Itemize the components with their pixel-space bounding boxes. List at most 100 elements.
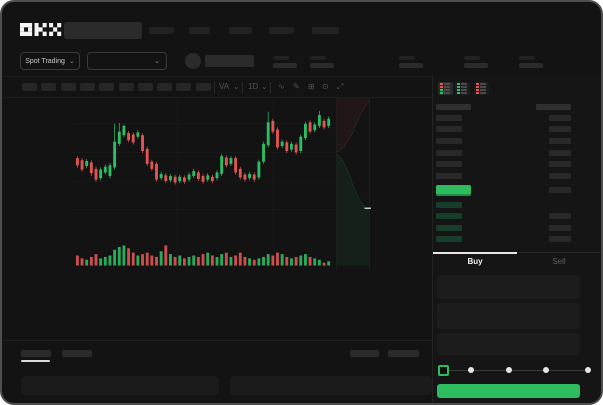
ticker-stat-label [399, 56, 415, 60]
nav-item-placeholder[interactable] [312, 27, 339, 34]
order-input-placeholder[interactable] [437, 275, 580, 299]
ask-amount-placeholder[interactable] [549, 187, 571, 193]
market-type-label: Spot Trading [25, 57, 65, 65]
chart-gridlines [73, 99, 337, 266]
interval-dropdown-label[interactable]: 1D [248, 82, 259, 91]
chevron-down-icon: ⌄ [154, 57, 160, 65]
ticker-stat-value [464, 63, 488, 68]
chevron-down-icon[interactable]: ⌄ [233, 82, 240, 91]
active-tab-underline [21, 360, 50, 362]
price-chart[interactable] [2, 98, 432, 340]
timeframe-button[interactable] [41, 83, 57, 91]
bid-price-placeholder[interactable] [436, 225, 462, 231]
slider-step-dot[interactable] [542, 367, 549, 373]
history-action-placeholder[interactable] [350, 350, 379, 357]
book-bids-icon[interactable] [455, 82, 470, 95]
wave-icon[interactable]: ∿ [278, 82, 285, 91]
ask-price-placeholder[interactable] [436, 126, 462, 132]
current-price-marker [364, 207, 371, 209]
nav-item-placeholder[interactable] [229, 27, 252, 34]
ask-price-placeholder[interactable] [436, 115, 462, 121]
timeframe-button[interactable] [118, 83, 134, 91]
draw-icon[interactable]: ✎ [293, 82, 300, 91]
book-combined-icon[interactable] [438, 82, 453, 95]
ticker-stat-value [273, 63, 297, 68]
nav-item-placeholder[interactable] [269, 27, 294, 34]
ticker-stat-label [464, 56, 480, 60]
toolbar-divider [270, 82, 271, 93]
chart-toolbar: VA ⌄ 1D ⌄ ∿ ✎ ⊞ ⊙ ⤢ [2, 76, 432, 98]
book-asks-icon[interactable] [474, 82, 489, 95]
timeframe-button[interactable] [176, 83, 192, 91]
bid-amount-placeholder[interactable] [549, 225, 571, 231]
timeframe-button[interactable] [79, 83, 95, 91]
ask-price-placeholder[interactable] [436, 161, 462, 167]
history-tab-placeholder[interactable] [21, 350, 51, 357]
ask-price-placeholder[interactable] [436, 173, 462, 179]
timeframe-button[interactable] [99, 83, 115, 91]
ask-amount-placeholder[interactable] [549, 150, 571, 156]
history-action-placeholder[interactable] [388, 350, 419, 357]
history-tab-placeholder[interactable] [62, 350, 92, 357]
top-header [2, 2, 601, 46]
trade-tabs: Buy Sell [433, 252, 601, 270]
ticker-stat-value [519, 63, 543, 68]
slider-handle[interactable] [438, 365, 449, 376]
tab-sell[interactable]: Sell [552, 256, 566, 266]
timeframe-button[interactable] [22, 83, 37, 91]
slider-step-dot[interactable] [585, 367, 591, 373]
depth-overlay [336, 98, 371, 272]
nav-item-placeholder[interactable] [149, 27, 174, 34]
nav-item-placeholder[interactable] [189, 27, 210, 34]
timeframe-button[interactable] [195, 83, 211, 91]
order-input-placeholder[interactable] [437, 333, 580, 355]
ticker-stat-value [399, 63, 423, 68]
bid-price-placeholder[interactable] [436, 236, 462, 242]
chart-bottom-divider [2, 340, 432, 341]
bid-amount-placeholder[interactable] [549, 236, 571, 242]
ticker-stat-value [310, 63, 334, 68]
bid-price-placeholder[interactable] [436, 213, 462, 219]
slider-step-dot[interactable] [505, 367, 512, 373]
ticker-stat-label [273, 56, 289, 60]
pair-name-placeholder [205, 55, 254, 67]
okx-logo[interactable] [20, 23, 62, 36]
tab-buy[interactable]: Buy [433, 252, 517, 270]
chevron-down-icon[interactable]: ⌄ [261, 82, 268, 91]
last-price-bar[interactable] [436, 185, 471, 196]
ticker-stat-label [310, 56, 326, 60]
book-header-price [436, 104, 471, 110]
bid-amount-placeholder[interactable] [549, 213, 571, 219]
ask-amount-placeholder[interactable] [549, 115, 571, 121]
candlestick-series [75, 110, 331, 185]
timeframe-button[interactable] [157, 83, 173, 91]
buy-submit-button[interactable] [437, 384, 580, 398]
ask-amount-placeholder[interactable] [549, 126, 571, 132]
token-avatar [185, 53, 201, 69]
settings-icon[interactable]: ⊙ [322, 82, 329, 91]
ask-amount-placeholder[interactable] [549, 161, 571, 167]
amount-slider[interactable] [440, 370, 588, 371]
timeframe-button[interactable] [137, 83, 153, 91]
market-type-dropdown[interactable]: Spot Trading ⌄ [20, 52, 80, 70]
timeframe-button[interactable] [60, 83, 76, 91]
toolbar-divider [242, 82, 243, 93]
slider-step-dot[interactable] [468, 367, 475, 373]
ask-price-placeholder[interactable] [436, 150, 462, 156]
tabs-divider [433, 252, 601, 253]
book-header-amount [536, 104, 571, 110]
volume-series [75, 245, 331, 266]
pair-selector-dropdown[interactable]: ⌄ [87, 52, 167, 70]
ask-price-placeholder[interactable] [436, 138, 462, 144]
subheader: Spot Trading ⌄ ⌄ [2, 46, 601, 76]
order-input-placeholder[interactable] [437, 303, 580, 329]
orderbook-trade-panel: Buy Sell [432, 76, 601, 403]
bid-price-placeholder[interactable] [436, 202, 462, 208]
ask-amount-placeholder[interactable] [549, 173, 571, 179]
ask-amount-placeholder[interactable] [549, 138, 571, 144]
indicator-dropdown-label[interactable]: VA [219, 82, 230, 91]
camera-icon[interactable]: ⊞ [308, 82, 315, 91]
chevron-down-icon: ⌄ [68, 57, 75, 65]
fullscreen-icon[interactable]: ⤢ [337, 82, 344, 91]
search-bar[interactable] [64, 22, 142, 39]
